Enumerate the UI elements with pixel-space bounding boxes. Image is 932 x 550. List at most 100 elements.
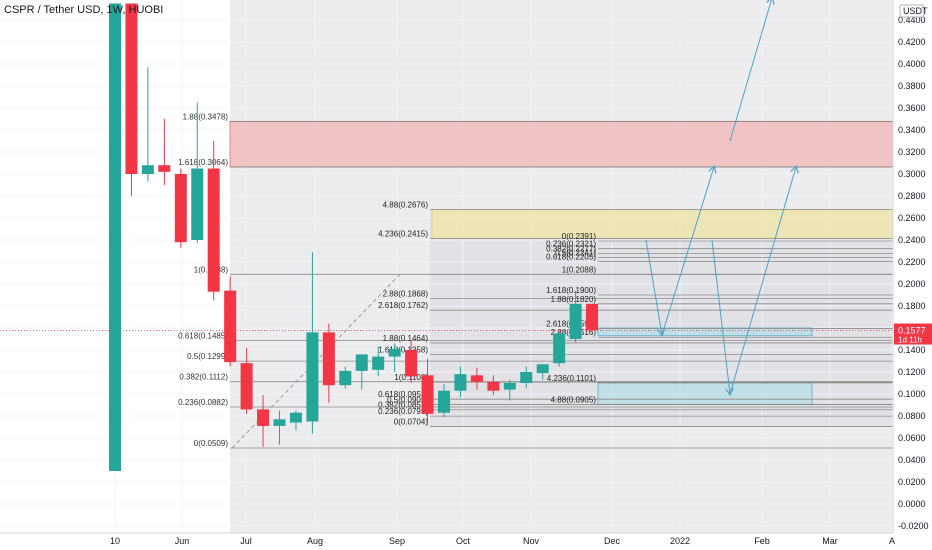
fib-level-label: 1.88(0.1464): [383, 334, 429, 343]
price-tick-label: 0.4200: [898, 37, 926, 47]
price-tick-label: 0.3200: [898, 147, 926, 157]
candle-body: [487, 381, 500, 391]
fib-level-label: 1.618(0.1900): [546, 286, 596, 295]
projection-arrows: [645, 0, 796, 394]
candle[interactable]: [405, 340, 418, 383]
candle[interactable]: [174, 168, 187, 248]
candle-body: [141, 165, 154, 174]
fib-level-label: 0.382(0.0857): [378, 401, 428, 410]
candle-body: [158, 165, 171, 172]
candle[interactable]: [470, 367, 483, 390]
candle-body: [388, 348, 401, 357]
candle[interactable]: [553, 331, 566, 367]
fib-level-label: 0(0.0509): [194, 439, 229, 448]
candle-body: [207, 168, 220, 292]
fib-level-label: 0.236(0.0882): [178, 398, 228, 407]
zone-red: [229, 120, 894, 168]
candle[interactable]: [273, 410, 286, 445]
fib-level-label: 0.236(0.2321): [546, 240, 596, 249]
candle[interactable]: [487, 375, 500, 396]
fib-level-label: 0.5(0.1299): [187, 352, 228, 361]
candle[interactable]: [586, 303, 599, 333]
time-tick-label: 2022: [670, 536, 690, 546]
candle[interactable]: [355, 354, 368, 390]
candle-body: [109, 3, 121, 471]
candle[interactable]: [372, 346, 385, 377]
price-tick-label: 0.3600: [898, 103, 926, 113]
price-tick-label: 0.2600: [898, 213, 926, 223]
candle[interactable]: [141, 67, 154, 182]
zone-blue-lower: [597, 382, 813, 405]
candle-body: [586, 303, 599, 331]
price-countdown: 1d 11h: [898, 336, 922, 345]
candle-body: [503, 383, 516, 390]
current-price-badge: [894, 323, 932, 345]
candle[interactable]: [224, 276, 237, 367]
price-tick-label: 0.0600: [898, 433, 926, 443]
candle[interactable]: [306, 252, 319, 434]
candle[interactable]: [191, 102, 204, 244]
candle-body: [520, 372, 533, 383]
time-tick-label: Sep: [389, 536, 405, 546]
candle-body: [569, 303, 582, 339]
projection-arrow: [711, 239, 730, 394]
candle-body: [339, 370, 352, 386]
price-tick-label: 0.1000: [898, 389, 926, 399]
candle-body: [454, 374, 467, 391]
candle-body: [289, 412, 302, 423]
candle[interactable]: [388, 343, 401, 372]
fib-level-label: 0(0.2391): [562, 232, 597, 241]
candle-body: [125, 3, 138, 174]
candle-body: [257, 409, 270, 426]
candle[interactable]: [339, 366, 352, 389]
candle[interactable]: [520, 366, 533, 389]
price-tick-label: 0.3400: [898, 125, 926, 135]
candle-body: [306, 332, 319, 422]
candle[interactable]: [125, 3, 138, 197]
candle[interactable]: [503, 379, 516, 401]
candle[interactable]: [438, 384, 450, 418]
candle-body: [174, 174, 187, 243]
fib-level-label: 0.5(0.2241): [555, 248, 596, 257]
fib-level-label: 0.382(0.2277): [546, 245, 596, 254]
candle[interactable]: [569, 290, 582, 343]
fib-level-label: 0.618(0.1485): [178, 332, 228, 341]
fib-level-label: 4.236(0.1101): [547, 374, 597, 383]
candle-body: [536, 364, 549, 374]
candle[interactable]: [322, 323, 335, 403]
fib-level-label: 0(0.0704): [394, 418, 429, 427]
candle[interactable]: [207, 141, 220, 301]
fib-level-label: 1.618(0.3064): [178, 158, 228, 167]
price-tick-label: 0.4400: [898, 15, 926, 25]
candle-body: [438, 390, 450, 413]
time-tick-label: Aug: [307, 536, 323, 546]
price-tick-label: 0.1400: [898, 345, 926, 355]
symbol-title[interactable]: CSPR / Tether USD, 1W, HUOBI: [4, 4, 164, 16]
price-tick-label: 0.2000: [898, 279, 926, 289]
currency-badge: [899, 4, 925, 18]
candle-body: [470, 375, 483, 382]
projection-arrow: [729, 0, 772, 142]
candle-body: [224, 290, 237, 363]
candle[interactable]: [289, 410, 302, 431]
price-tick-label: 0.2200: [898, 257, 926, 267]
time-tick-label: Nov: [523, 536, 540, 546]
candle-body: [355, 354, 368, 371]
projection-arrow: [661, 167, 714, 335]
candle[interactable]: [536, 364, 549, 380]
time-tick-label: Mar: [822, 536, 838, 546]
candle[interactable]: [257, 395, 270, 447]
time-tick-label: 10: [110, 536, 120, 546]
candles-layer[interactable]: [109, 3, 599, 472]
candle[interactable]: [421, 358, 434, 425]
time-tick-label: Dec: [604, 536, 621, 546]
candle[interactable]: [158, 119, 171, 185]
candle[interactable]: [454, 366, 467, 398]
candle[interactable]: [240, 347, 253, 414]
fib-level-label: 2.618(0.1762): [378, 301, 428, 310]
candle-body: [421, 375, 434, 414]
candle-body: [191, 168, 204, 240]
candle[interactable]: [109, 3, 121, 472]
